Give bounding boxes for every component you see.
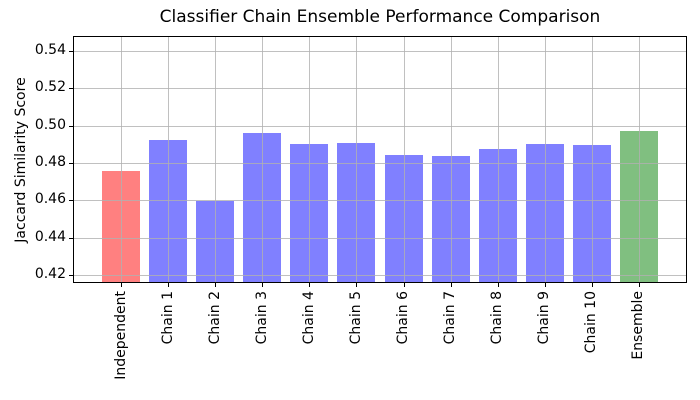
gridline-horizontal	[74, 200, 686, 202]
x-tick-label: Chain 4	[300, 291, 317, 345]
gridline-horizontal	[74, 50, 686, 52]
gridline-horizontal	[74, 125, 686, 127]
x-tick-mark	[450, 283, 452, 287]
gridline-horizontal	[74, 162, 686, 164]
y-tick-label: 0.44	[34, 228, 66, 245]
gridline-vertical	[262, 37, 264, 282]
gridline-horizontal	[74, 88, 686, 90]
gridline-vertical	[544, 37, 546, 282]
y-tick-mark	[69, 125, 73, 127]
y-tick-label: 0.42	[34, 266, 66, 283]
x-tick-label: Chain 7	[442, 291, 459, 345]
y-tick-mark	[69, 88, 73, 90]
y-tick-mark	[69, 200, 73, 202]
y-tick-label: 0.54	[34, 41, 66, 58]
gridline-vertical	[638, 37, 640, 282]
x-tick-label: Chain 5	[347, 291, 364, 345]
x-tick-label: Chain 9	[536, 291, 553, 345]
x-tick-mark	[168, 283, 170, 287]
x-tick-mark	[638, 283, 640, 287]
x-tick-mark	[121, 283, 123, 287]
gridline-vertical	[121, 37, 123, 282]
x-tick-label: Chain 1	[159, 291, 176, 345]
x-tick-mark	[403, 283, 405, 287]
y-tick-label: 0.52	[34, 79, 66, 96]
x-tick-label: Independent	[112, 291, 129, 380]
y-tick-label: 0.46	[34, 191, 66, 208]
gridline-vertical	[403, 37, 405, 282]
gridline-vertical	[356, 37, 358, 282]
y-tick-mark	[69, 275, 73, 277]
x-tick-mark	[591, 283, 593, 287]
gridline-vertical	[497, 37, 499, 282]
y-tick-mark	[69, 237, 73, 239]
x-tick-mark	[497, 283, 499, 287]
y-tick-label: 0.48	[34, 153, 66, 170]
y-tick-mark	[69, 50, 73, 52]
gridline-horizontal	[74, 237, 686, 239]
gridline-vertical	[450, 37, 452, 282]
x-tick-label: Ensemble	[630, 291, 647, 360]
gridline-vertical	[215, 37, 217, 282]
y-tick-mark	[69, 162, 73, 164]
x-tick-mark	[215, 283, 217, 287]
x-tick-label: Chain 8	[489, 291, 506, 345]
x-tick-label: Chain 6	[395, 291, 412, 345]
x-tick-mark	[262, 283, 264, 287]
gridline-vertical	[591, 37, 593, 282]
x-tick-label: Chain 2	[206, 291, 223, 345]
gridline-horizontal	[74, 275, 686, 277]
x-tick-mark	[356, 283, 358, 287]
x-tick-label: Chain 3	[253, 291, 270, 345]
plot-area	[73, 36, 687, 283]
y-tick-label: 0.50	[34, 116, 66, 133]
chart-title: Classifier Chain Ensemble Performance Co…	[159, 7, 601, 27]
x-tick-label: Chain 10	[583, 291, 600, 354]
x-tick-mark	[309, 283, 311, 287]
gridline-vertical	[309, 37, 311, 282]
gridline-vertical	[168, 37, 170, 282]
x-tick-mark	[544, 283, 546, 287]
